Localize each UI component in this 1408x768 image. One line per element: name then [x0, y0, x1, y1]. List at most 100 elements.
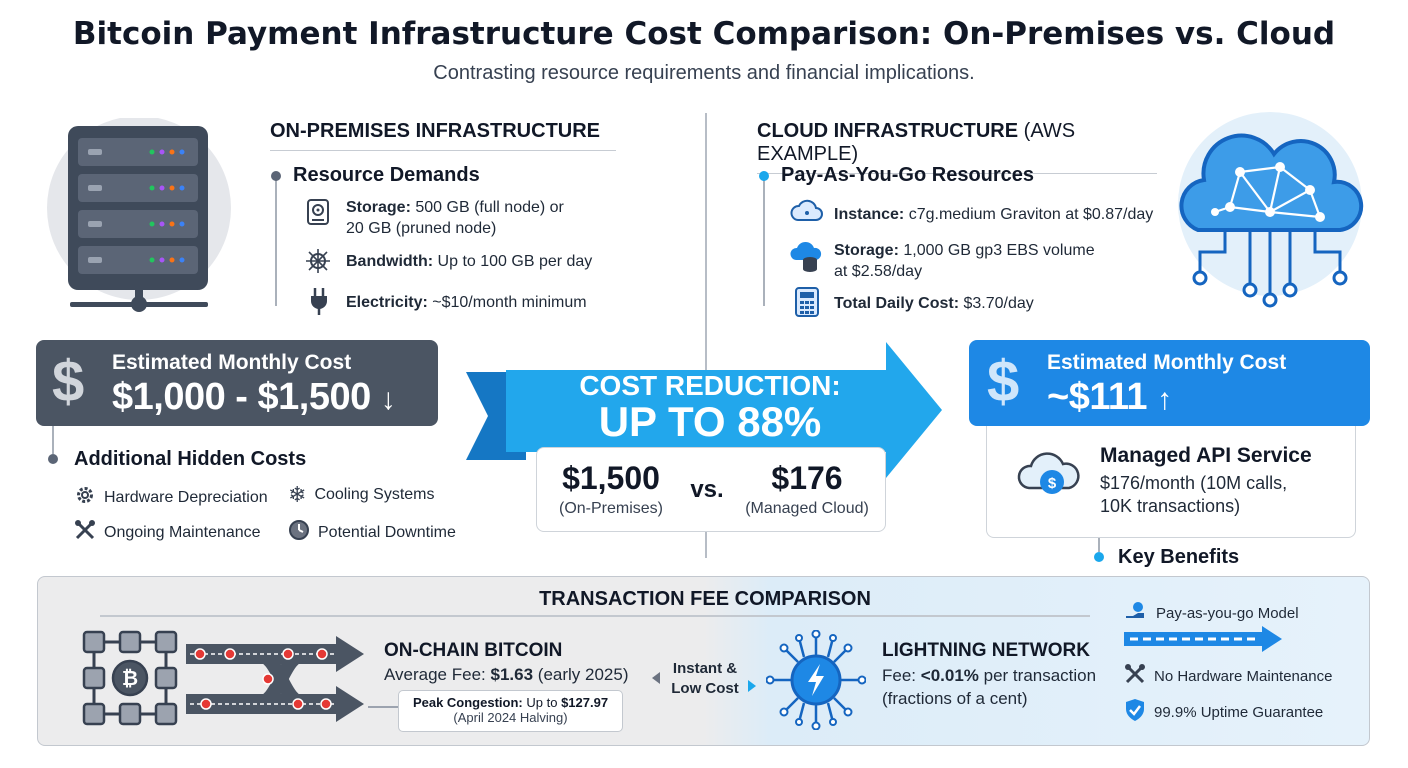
onchain-title: ON-CHAIN BITCOIN [384, 640, 563, 661]
cloud-instance-icon [790, 198, 824, 231]
cloud-cost-value: ~$111 ↑ [1047, 376, 1172, 419]
hidden-item-label: Hardware Depreciation [104, 488, 268, 506]
onprem-heading-text: ON-PREMISES INFRASTRUCTURE [270, 120, 601, 142]
peak-prefix: Up to [526, 695, 558, 710]
onprem-cost-value: $1,000 - $1,500 ↓ [112, 376, 396, 419]
cloud-storage-text2: at $2.58/day [834, 263, 923, 280]
onprem-heading: ON-PREMISES INFRASTRUCTURE [270, 120, 616, 151]
hidden-costs-title: Additional Hidden Costs [74, 448, 307, 470]
svg-text:₿: ₿ [122, 668, 138, 690]
cloud-heading-text: CLOUD INFRASTRUCTURE [757, 120, 1019, 142]
benefit-progress-arrow [1124, 626, 1284, 657]
cost-reduction-line1: COST REDUCTION: [579, 370, 841, 401]
cloud-instance-text: c7g.medium Graviton at $0.87/day [908, 206, 1154, 223]
server-rack-icon [44, 116, 234, 318]
dollar-sign-icon: $ [987, 349, 1020, 414]
cloud-heading-suffix: (AWS EXAMPLE) [757, 120, 1076, 165]
lightning-fee: Fee: <0.01% per transaction [882, 666, 1096, 686]
cloud-daily-item: Total Daily Cost: $3.70/day [834, 293, 1034, 314]
middle-line2: Low Cost [671, 680, 739, 697]
wrench-icon [74, 519, 96, 546]
onprem-bandwidth-text: Up to 100 GB per day [437, 253, 593, 270]
calculator-icon [794, 286, 820, 323]
cloud-cost-amount: ~$111 [1047, 376, 1148, 418]
compare-left-value: $1,500 [562, 460, 660, 496]
cloud-bullet-dot [759, 171, 769, 181]
cost-reduction-line2: UP TO 88% [598, 398, 822, 445]
peak-note: (April 2024 Halving) [453, 710, 568, 725]
onchain-fee-suffix: (early 2025) [537, 665, 629, 684]
peak-label: Peak Congestion: [412, 695, 523, 710]
onchain-fee-value: $1.63 [490, 665, 534, 684]
api-text: $176/month (10M calls, [1100, 473, 1288, 493]
hidden-item-label: Potential Downtime [318, 523, 456, 541]
center-divider [705, 113, 707, 558]
benefit-item-uptime: 99.9% Uptime Guarantee [1124, 698, 1323, 726]
hidden-item-label: Cooling Systems [314, 486, 435, 503]
benefit-label: Pay-as-you-go Model [1156, 604, 1299, 622]
cloud-tree-line [763, 178, 765, 306]
shield-check-icon [1124, 698, 1146, 726]
onprem-bandwidth-label: Bandwidth: [346, 253, 434, 270]
onprem-electricity-text: ~$10/month minimum [432, 294, 587, 311]
benefit-label: No Hardware Maintenance [1154, 667, 1333, 685]
hidden-item-cooling: ❄ Cooling Systems [288, 484, 434, 506]
cloud-payment-icon: $ [1015, 448, 1085, 507]
fee-title-underline [100, 615, 1090, 617]
snowflake-icon: ❄ [288, 482, 307, 507]
onprem-electricity-label: Electricity: [346, 294, 428, 311]
onchain-fee: Average Fee: $1.63 (early 2025) [384, 665, 629, 685]
cloud-daily-text: $3.70/day [963, 295, 1034, 312]
compare-vs: vs. [690, 476, 724, 503]
benefits-bullet-dot [1094, 552, 1104, 562]
cloud-daily-label: Total Daily Cost: [834, 295, 960, 312]
right-triangle-icon [748, 680, 756, 692]
cloud-network-icon [1170, 112, 1370, 312]
cost-compare-box: $1,500 (On-Premises) vs. $176 (Managed C… [536, 447, 886, 532]
lightning-fee-prefix: Fee: [882, 666, 917, 685]
cloud-instance-item: Instance: c7g.medium Graviton at $0.87/d… [834, 204, 1153, 225]
onprem-resources-title: Resource Demands [293, 164, 480, 186]
lightning-chip-icon [765, 629, 867, 735]
onprem-bullet-dot [271, 171, 281, 181]
wrench-icon [1124, 663, 1146, 689]
svg-text:$: $ [1048, 475, 1057, 492]
cloud-cost-box: $ Estimated Monthly Cost ~$111 ↑ [969, 340, 1370, 426]
hidden-bullet-dot [48, 454, 58, 464]
dollar-sign-icon: $ [52, 349, 85, 414]
cloud-instance-label: Instance: [834, 206, 905, 223]
api-text2: 10K transactions) [1100, 496, 1241, 516]
lightning-fee-suffix: per transaction [983, 666, 1097, 685]
compare-left-caption: (On-Premises) [558, 500, 663, 517]
peak-line: Peak Congestion: Up to $127.97 [399, 695, 622, 710]
peak-congestion-box: Peak Congestion: Up to $127.97 (April 20… [398, 690, 623, 732]
clock-icon [288, 519, 310, 546]
hidden-item-downtime: Potential Downtime [288, 519, 456, 546]
hidden-item-depreciation: Hardware Depreciation [74, 484, 268, 511]
power-plug-icon [307, 286, 331, 321]
hidden-item-maintenance: Ongoing Maintenance [74, 519, 261, 546]
cloud-storage-label: Storage: [834, 242, 899, 259]
gear-icon [74, 484, 96, 511]
middle-line1: Instant & [672, 660, 738, 677]
cloud-heading: CLOUD INFRASTRUCTURE (AWS EXAMPLE) [757, 120, 1157, 174]
hidden-tree-line [52, 426, 54, 454]
lightning-title: LIGHTNING NETWORK [882, 640, 1090, 661]
onprem-cost-box: $ Estimated Monthly Cost $1,000 - $1,500… [36, 340, 438, 426]
managed-api-box: $ Managed API Service $176/month (10M ca… [986, 426, 1356, 538]
left-triangle-icon [652, 672, 660, 684]
onprem-storage-text: 500 GB (full node) or [415, 199, 564, 216]
onprem-tree-line [275, 178, 277, 306]
onprem-storage-text2: 20 GB (pruned node) [346, 220, 497, 237]
hidden-item-label: Ongoing Maintenance [104, 523, 261, 541]
network-globe-icon [305, 248, 331, 279]
fee-title: TRANSACTION FEE COMPARISON [539, 588, 871, 610]
onchain-arrows-icon [186, 636, 366, 727]
cloud-storage-text: 1,000 GB gp3 EBS volume [903, 242, 1095, 259]
benefits-title: Key Benefits [1118, 546, 1240, 568]
onprem-cost-amount: $1,000 - $1,500 [112, 376, 371, 418]
cloud-storage-icon [790, 240, 824, 277]
page-subtitle: Contrasting resource requirements and fi… [433, 62, 975, 84]
lightning-fee-value: <0.01% [920, 666, 979, 685]
cloud-cost-label: Estimated Monthly Cost [1047, 351, 1287, 374]
